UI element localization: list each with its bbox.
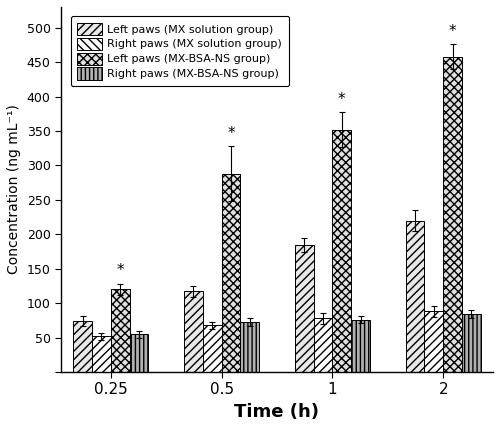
Legend: Left paws (MX solution group), Right paws (MX solution group), Left paws (MX-BSA: Left paws (MX solution group), Right paw… xyxy=(71,16,289,86)
X-axis label: Time (h): Time (h) xyxy=(234,403,320,421)
Bar xyxy=(443,56,462,372)
Text: *: * xyxy=(116,263,124,278)
Y-axis label: Concentration (ng mL⁻¹): Concentration (ng mL⁻¹) xyxy=(7,104,21,274)
Bar xyxy=(240,322,260,372)
Text: *: * xyxy=(227,125,235,141)
Bar xyxy=(424,312,443,372)
Bar xyxy=(294,245,314,372)
Bar xyxy=(462,314,481,372)
Bar xyxy=(130,334,148,372)
Bar xyxy=(222,174,240,372)
Bar xyxy=(314,318,332,372)
Bar xyxy=(111,289,130,372)
Bar xyxy=(73,321,92,372)
Text: *: * xyxy=(449,24,456,39)
Bar xyxy=(202,325,222,372)
Text: *: * xyxy=(338,92,345,107)
Bar xyxy=(92,336,111,372)
Bar xyxy=(184,291,203,372)
Bar xyxy=(332,130,351,372)
Bar xyxy=(406,220,424,372)
Bar xyxy=(351,320,370,372)
